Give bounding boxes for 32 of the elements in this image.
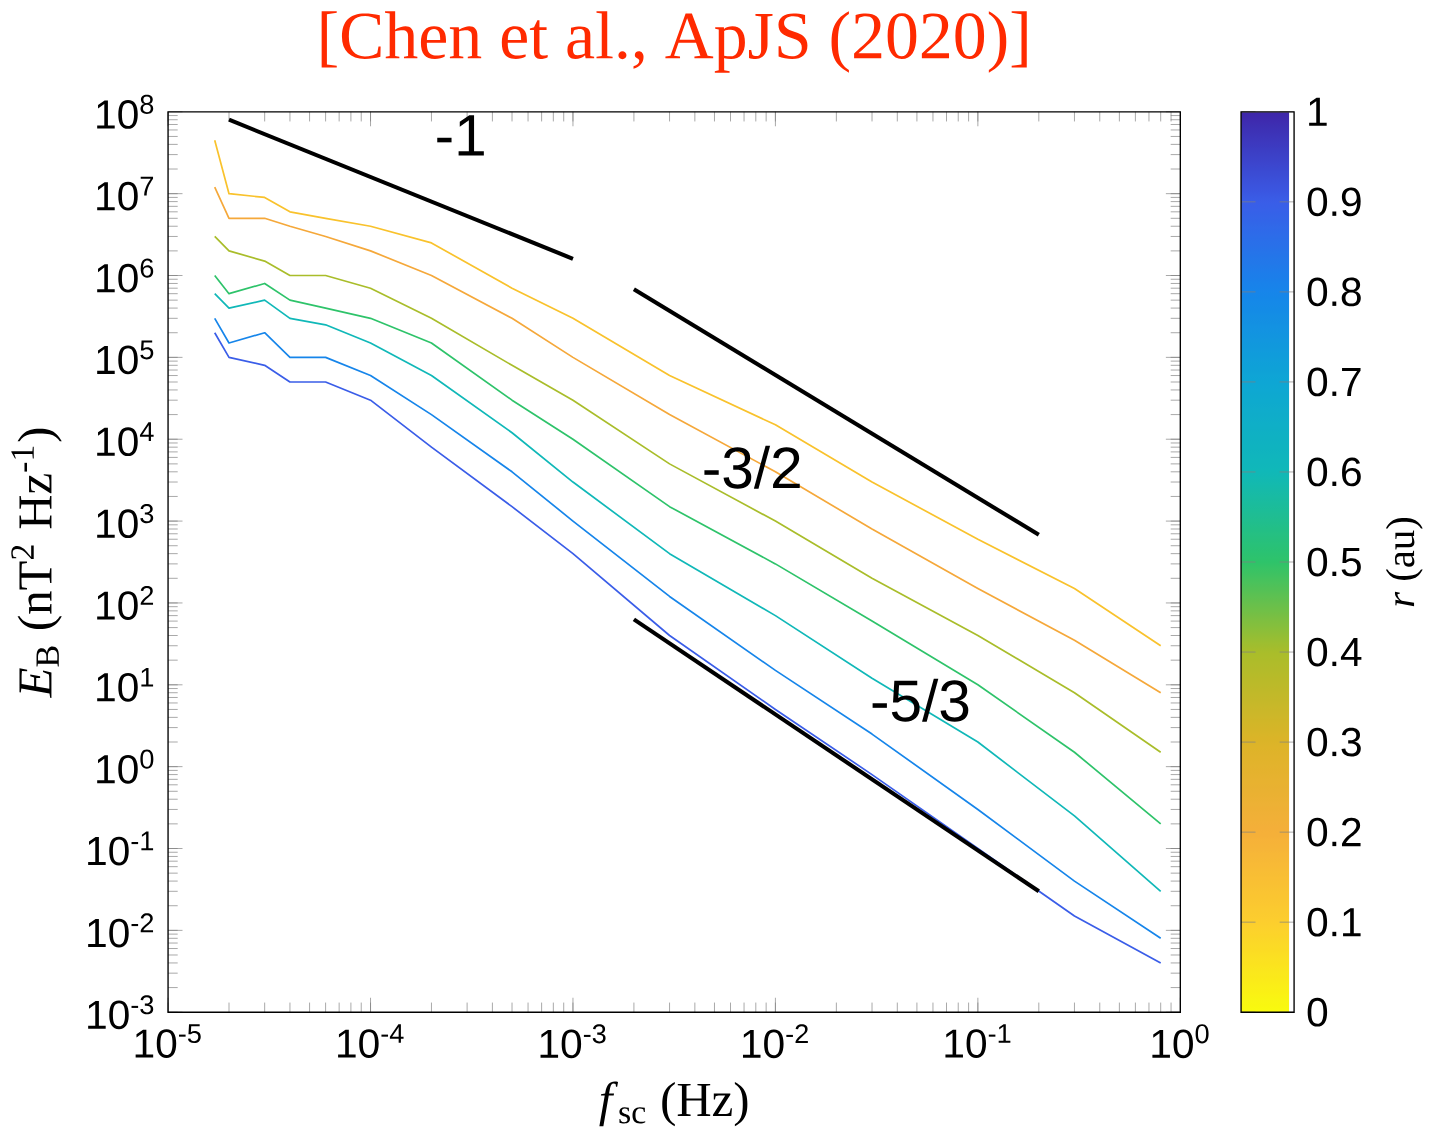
y-tick-label: 10$^{6}$ (97, 258, 154, 293)
color-bar-label: 0.2 (1307, 817, 1361, 847)
x-tick-label: 10$^{-1}$ (945, 1024, 1011, 1059)
x-axis-title: f$_{sc}$ (Hz) (599, 1081, 748, 1127)
series-label: -1 (437, 115, 484, 156)
color-bar-label: 0.6 (1307, 457, 1361, 487)
color-bar-label: 0.1 (1307, 908, 1361, 937)
color-bar-label: 1 (1309, 98, 1327, 127)
y-tick-label: 10$^{2}$ (97, 586, 154, 621)
chart-title: [Chen et al., ApJS (2020)] (321, 11, 1027, 73)
color-bar-label: 0.7 (1307, 367, 1361, 397)
x-tick-label: 10$^{-2}$ (742, 1024, 808, 1059)
y-axis-title: E$_{B}$ (nT$^{2}$ Hz$^{-1}$) (11, 429, 62, 699)
color-bar-label: 0.8 (1307, 277, 1361, 307)
y-tick-label: 10$^{4}$ (97, 422, 154, 457)
x-tick-label: 10$^{-3}$ (540, 1024, 606, 1059)
y-tick-label: 10$^{7}$ (97, 176, 154, 211)
y-tick-label: 10$^{5}$ (97, 340, 154, 375)
color-bar-title: r (au) (1385, 518, 1423, 607)
x-tick-label: 10$^{-4}$ (338, 1024, 404, 1059)
y-tick-label: 10$^{1}$ (97, 668, 154, 702)
color-bar-label: 0.3 (1307, 727, 1361, 757)
y-tick-label: 10$^{0}$ (97, 749, 154, 784)
y-tick-label: 10$^{8}$ (97, 95, 154, 130)
color-bar-label: 0.9 (1307, 187, 1361, 217)
y-tick-label: 10$^{-2}$ (88, 913, 154, 948)
color-bar-label: 0.5 (1307, 547, 1361, 577)
y-tick-label: 10$^{3}$ (97, 504, 154, 539)
color-bar-label: 0.4 (1307, 637, 1362, 667)
y-tick-label: 10$^{-1}$ (88, 831, 154, 866)
x-tick-label: 10$^{0}$ (1152, 1024, 1209, 1059)
color-bar-label: 0 (1307, 998, 1328, 1027)
